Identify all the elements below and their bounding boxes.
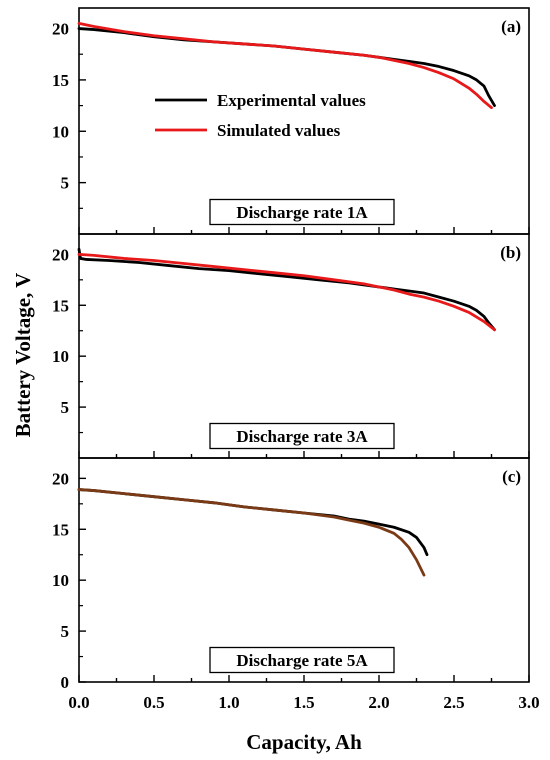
y-tick-label: 20 — [52, 20, 69, 39]
panel-a: 5 10 15 20 (a) Discharge rate 1A Experimental … — [52, 7, 530, 235]
x-tick-label: 2.0 — [368, 693, 389, 712]
x-tick-label: 3.0 — [518, 693, 539, 712]
panel-label: (b) — [500, 243, 521, 262]
y-tick-label: 5 — [61, 174, 70, 193]
y-tick-label: 15 — [52, 520, 69, 539]
y-tick-label: 10 — [52, 347, 69, 366]
legend-entry: Simulated values — [217, 121, 341, 140]
discharge-rate-annotation: Discharge rate 5A — [236, 651, 368, 670]
x-axis-title: Capacity, Ah — [246, 730, 362, 754]
legend-entry: Experimental values — [217, 91, 366, 110]
y-tick-label: 5 — [61, 622, 70, 641]
y-tick-label: 20 — [52, 469, 69, 488]
x-tick-label: 0.5 — [143, 693, 164, 712]
simulated-series-line — [77, 488, 426, 577]
annotation-box — [209, 198, 395, 226]
y-tick-label: 10 — [52, 122, 69, 141]
annotation-box — [209, 422, 395, 450]
simulated-series-line — [77, 252, 496, 332]
experimental-series-line — [77, 247, 496, 332]
x-tick-label: 1.0 — [218, 693, 239, 712]
panels-group: 5 10 15 20 (a) Discharge rate 1A Experimental … — [52, 7, 540, 712]
y-tick-label: 15 — [52, 71, 69, 90]
y-tick-label: 20 — [52, 245, 69, 264]
y-tick-label: 15 — [52, 296, 69, 315]
discharge-rate-annotation: Discharge rate 1A — [236, 203, 368, 222]
panel-b: 5 10 15 20 (b) Discharge rate 3A — [52, 233, 530, 459]
annotation-box — [209, 646, 395, 674]
panel-label: (a) — [501, 17, 521, 36]
discharge-rate-annotation: Discharge rate 3A — [236, 427, 368, 446]
y-tick-label: 5 — [61, 398, 70, 417]
x-tick-label: 2.5 — [443, 693, 464, 712]
simulated-series-line — [77, 22, 493, 110]
panel-label: (c) — [502, 467, 521, 486]
x-tick-label: 1.5 — [293, 693, 314, 712]
y-axis-title: Battery Voltage, V — [11, 273, 35, 438]
x-tick-label: 0.0 — [68, 693, 89, 712]
panel-c: 0 5 10 15 20 (c) Discharge rate 5A — [52, 457, 530, 692]
experimental-series-line — [77, 488, 429, 557]
y-tick-label: 10 — [52, 571, 69, 590]
y-tick-label: 0 — [61, 673, 70, 692]
